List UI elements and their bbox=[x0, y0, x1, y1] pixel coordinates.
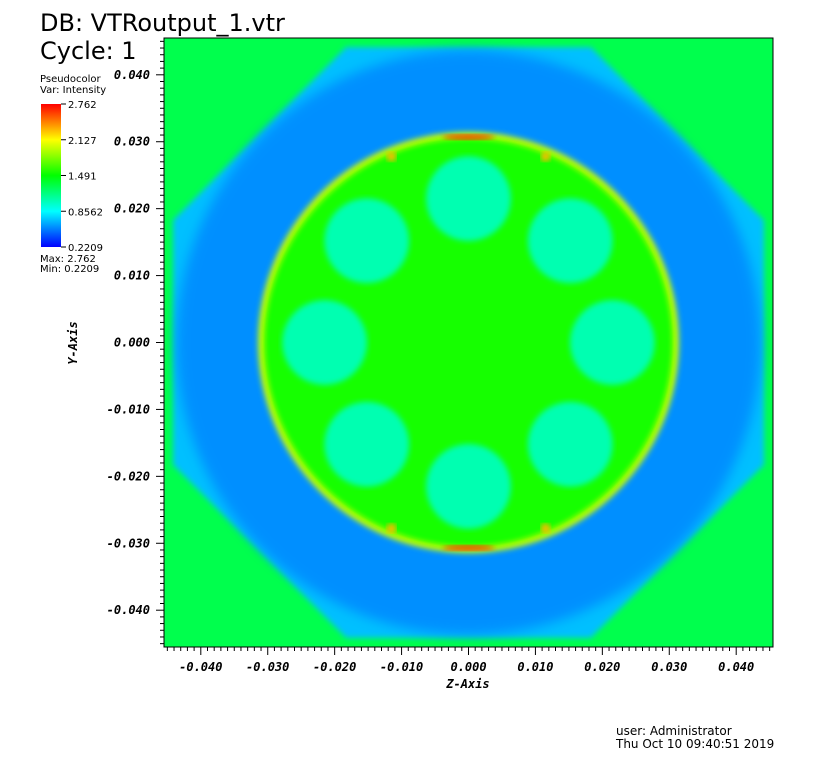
x-tick-label: -0.010 bbox=[380, 660, 423, 674]
x-tick-label: 0.010 bbox=[517, 660, 553, 674]
x-tick-label: -0.040 bbox=[179, 660, 222, 674]
y-tick-label: 0.020 bbox=[114, 202, 150, 216]
x-tick-label: -0.020 bbox=[313, 660, 356, 674]
legend-max: Max: 2.762 bbox=[40, 254, 96, 265]
y-tick-label: -0.030 bbox=[107, 536, 150, 550]
x-axis-title: Z-Axis bbox=[445, 677, 489, 691]
y-tick-label: 0.040 bbox=[114, 68, 150, 82]
rim-spot bbox=[540, 151, 551, 162]
hole bbox=[426, 444, 511, 529]
rim-peak bbox=[442, 544, 495, 551]
cycle-label: Cycle: 1 bbox=[40, 37, 137, 65]
colorbar-tick-label: 2.762 bbox=[68, 100, 97, 111]
hole bbox=[527, 198, 613, 284]
y-tick-label: -0.010 bbox=[107, 402, 150, 416]
hole bbox=[570, 300, 655, 385]
database-label: DB: VTRoutput_1.vtr bbox=[40, 9, 285, 37]
rim-spot bbox=[386, 523, 397, 534]
user-label: user: Administrator bbox=[616, 724, 732, 738]
x-tick-label: 0.040 bbox=[718, 660, 754, 674]
hole bbox=[426, 156, 511, 241]
colorbar-tick-label: 0.2209 bbox=[68, 243, 103, 254]
x-tick-label: 0.000 bbox=[450, 660, 486, 674]
y-tick-label: 0.030 bbox=[114, 135, 150, 149]
y-axis-title: Y-Axis bbox=[66, 321, 80, 364]
hole bbox=[527, 401, 613, 487]
x-tick-label: 0.020 bbox=[584, 660, 620, 674]
rim-spot bbox=[386, 151, 397, 162]
y-tick-label: 0.000 bbox=[114, 336, 150, 350]
legend-variable: Var: Intensity bbox=[40, 85, 107, 96]
x-tick-label: 0.030 bbox=[651, 660, 687, 674]
y-tick-label: -0.040 bbox=[107, 603, 150, 617]
axes: -0.040 -0.030 -0.020 -0.010 0.000 0.010 0.020 0… bbox=[107, 40, 771, 674]
colorbar-tick-label: 1.491 bbox=[68, 172, 97, 183]
y-tick-label: 0.010 bbox=[114, 269, 150, 283]
rim-spot bbox=[540, 523, 551, 534]
legend-min: Min: 0.2209 bbox=[40, 264, 100, 275]
colorbar-tick-label: 0.8562 bbox=[68, 207, 103, 218]
hole bbox=[282, 300, 367, 385]
timestamp-label: Thu Oct 10 09:40:51 2019 bbox=[616, 737, 775, 751]
colorbar-tick-label: 2.127 bbox=[68, 136, 97, 147]
x-tick-label: -0.030 bbox=[246, 660, 289, 674]
hole bbox=[324, 198, 410, 284]
rim-peak bbox=[442, 134, 495, 141]
y-tick-label: -0.020 bbox=[107, 469, 150, 483]
colorbar-ticks: 2.762 2.127 1.491 0.8562 0.2209 bbox=[61, 100, 103, 254]
colorbar bbox=[41, 104, 61, 247]
legend-plot-type: Pseudocolor bbox=[40, 74, 101, 85]
heatmap-field bbox=[164, 38, 773, 647]
hole bbox=[324, 401, 410, 487]
